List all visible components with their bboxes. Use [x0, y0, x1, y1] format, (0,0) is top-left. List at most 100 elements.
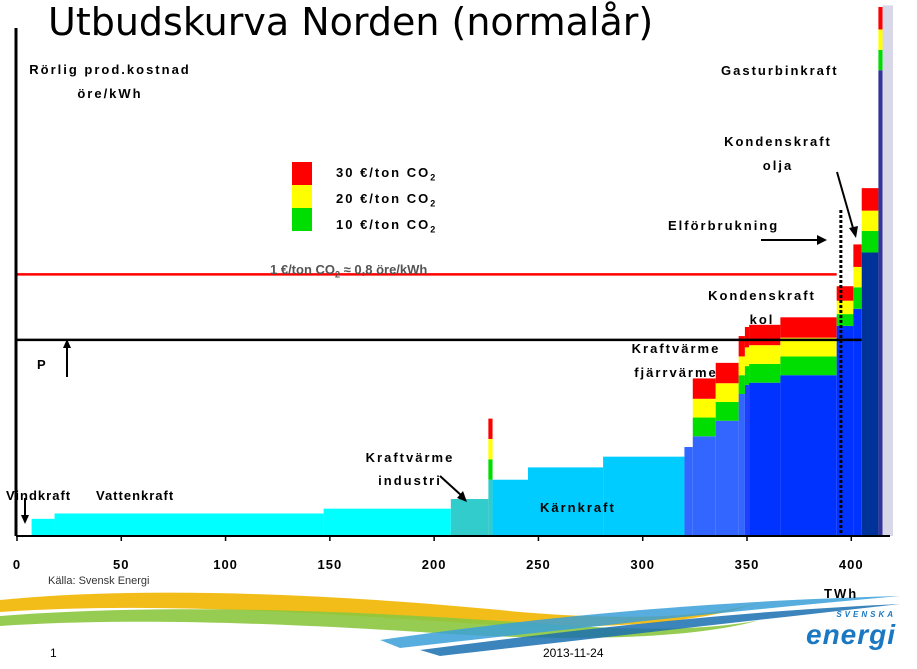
co2-conversion-note: 1 €/ton CO2 ≈ 0,8 öre/kWh — [270, 262, 428, 280]
legend-label-20: 20 €/ton CO2 — [336, 191, 438, 209]
co2-tier-c20-15 — [836, 300, 854, 315]
elforbrukning-arrowhead — [817, 235, 827, 245]
label-kondenskraft-kol-2: kol — [749, 312, 775, 327]
co2-tier-c30-14 — [780, 317, 837, 338]
x-tick-label-250: 250 — [526, 557, 551, 572]
footer-date: 2013-11-24 — [543, 646, 604, 660]
supply-bar-8 — [684, 447, 693, 536]
co2-tier-c10-9 — [692, 417, 716, 437]
supply-bar-3 — [450, 499, 489, 536]
co2-tier-c30-17 — [861, 188, 879, 211]
co2-tier-c30-10 — [715, 362, 739, 384]
co2-tier-c30-13 — [749, 324, 781, 346]
co2-tier-c10-14 — [780, 356, 837, 376]
co2-tier-c30-15 — [836, 286, 854, 301]
vindkraft-arrowhead — [21, 515, 29, 524]
logo-word: energi — [806, 619, 897, 650]
legend-label-30: 30 €/ton CO2 — [336, 165, 438, 183]
supply-bar-12 — [744, 384, 750, 536]
co2-tier-c20-9 — [692, 398, 716, 418]
x-tick-label-400: 400 — [838, 557, 864, 572]
y-axis-label-2: öre/kWh — [77, 86, 143, 101]
supply-bar-4 — [488, 479, 493, 536]
legend-label-10: 10 €/ton CO2 — [336, 217, 438, 235]
svensk-energi-logo: SVENSKA energi — [806, 610, 896, 651]
co2-tier-c20-16 — [853, 266, 862, 288]
label-kraftvarme-fjarr-1: Kraftvärme — [631, 341, 721, 356]
y-axis-label-1: Rörlig prod.kostnad — [29, 62, 191, 77]
co2-tier-c30-16 — [853, 244, 862, 267]
supply-bar-14 — [780, 375, 837, 536]
label-kraftvarme-industri-2: industri — [378, 473, 442, 488]
supply-bar-16 — [853, 308, 862, 536]
supply-bar-5 — [492, 479, 528, 536]
co2-tier-c10-18 — [878, 49, 883, 71]
label-kondenskraft-olja-2: olja — [762, 158, 794, 173]
co2-tier-c30-18 — [878, 6, 883, 30]
supply-bar-7 — [603, 456, 685, 536]
x-tick-label-100: 100 — [213, 557, 238, 572]
x-tick-label-150: 150 — [317, 557, 343, 572]
x-tick-label-50: 50 — [113, 557, 130, 572]
co2-tier-c20-12 — [744, 347, 750, 367]
logo-small-text: SVENSKA — [836, 610, 897, 619]
p-arrowhead — [63, 339, 71, 348]
label-kondenskraft-kol-1: Kondenskraft — [708, 288, 816, 303]
co2-tier-c10-16 — [853, 287, 862, 309]
co2-tier-c10-11 — [738, 375, 745, 394]
legend-swatch-10 — [292, 208, 312, 231]
decorative-swooshes — [0, 592, 900, 656]
olja-arrowhead — [849, 226, 858, 238]
co2-tier-c10-13 — [749, 363, 781, 383]
supply-bar-9 — [692, 436, 716, 536]
co2-tier-c30-12 — [744, 326, 750, 348]
co2-tier-c30-11 — [738, 336, 745, 357]
label-vattenkraft: Vattenkraft — [96, 488, 175, 503]
label-gasturbinkraft: Gasturbinkraft — [721, 63, 839, 78]
label-karnkraft: Kärnkraft — [540, 500, 616, 515]
page-number: 1 — [50, 646, 57, 660]
label-kraftvarme-fjarr-2: fjärrvärme — [634, 365, 718, 380]
co2-tier-c20-11 — [738, 356, 745, 376]
co2-tier-c20-10 — [715, 383, 739, 402]
legend-swatch-20 — [292, 185, 312, 208]
supply-bar-15 — [836, 325, 854, 536]
label-vindkraft: Vindkraft — [6, 488, 72, 503]
x-tick-label-350: 350 — [734, 557, 760, 572]
page-title: Utbudskurva Norden (normalår) — [48, 0, 654, 44]
supply-bar-6 — [528, 467, 604, 536]
supply-bar-13 — [749, 382, 781, 536]
supply-bar-2 — [323, 508, 451, 536]
co2-tier-c20-13 — [749, 345, 781, 364]
co2-tier-c20-17 — [861, 210, 879, 232]
x-tick-label-300: 300 — [630, 557, 656, 572]
co2-tier-c30-9 — [692, 378, 716, 399]
legend-swatch-30 — [292, 162, 312, 185]
supply-bar-10 — [715, 420, 739, 536]
supply-bar-18 — [878, 70, 883, 536]
label-kondenskraft-olja-1: Kondenskraft — [724, 134, 832, 149]
x-axis-label: TWh — [824, 586, 859, 601]
supply-bar-11 — [738, 393, 745, 536]
supply-bar-1 — [54, 513, 324, 536]
supply-bar-0 — [31, 518, 55, 536]
industri-arrowhead — [457, 491, 467, 502]
supply-bar-17 — [861, 252, 879, 536]
co2-tier-c20-18 — [878, 29, 883, 50]
co2-tier-c10-15 — [836, 314, 854, 326]
x-tick-label-0: 0 — [12, 557, 22, 572]
co2-tier-c10-10 — [715, 402, 739, 421]
source-note: Källa: Svensk Energi — [48, 575, 150, 587]
label-kraftvarme-industri-1: Kraftvärme — [365, 450, 455, 465]
industri-arrow — [439, 475, 463, 497]
x-tick-label-200: 200 — [421, 557, 447, 572]
supply-bar-19 — [882, 5, 893, 537]
price-label-p: P — [37, 357, 48, 372]
co2-tier-c10-17 — [861, 231, 879, 253]
co2-tier-c10-4 — [488, 459, 493, 480]
co2-tier-c20-4 — [488, 438, 493, 460]
label-elforbrukning: Elförbrukning — [668, 218, 780, 233]
co2-tier-c10-12 — [744, 366, 750, 385]
co2-tier-c20-14 — [780, 337, 837, 357]
